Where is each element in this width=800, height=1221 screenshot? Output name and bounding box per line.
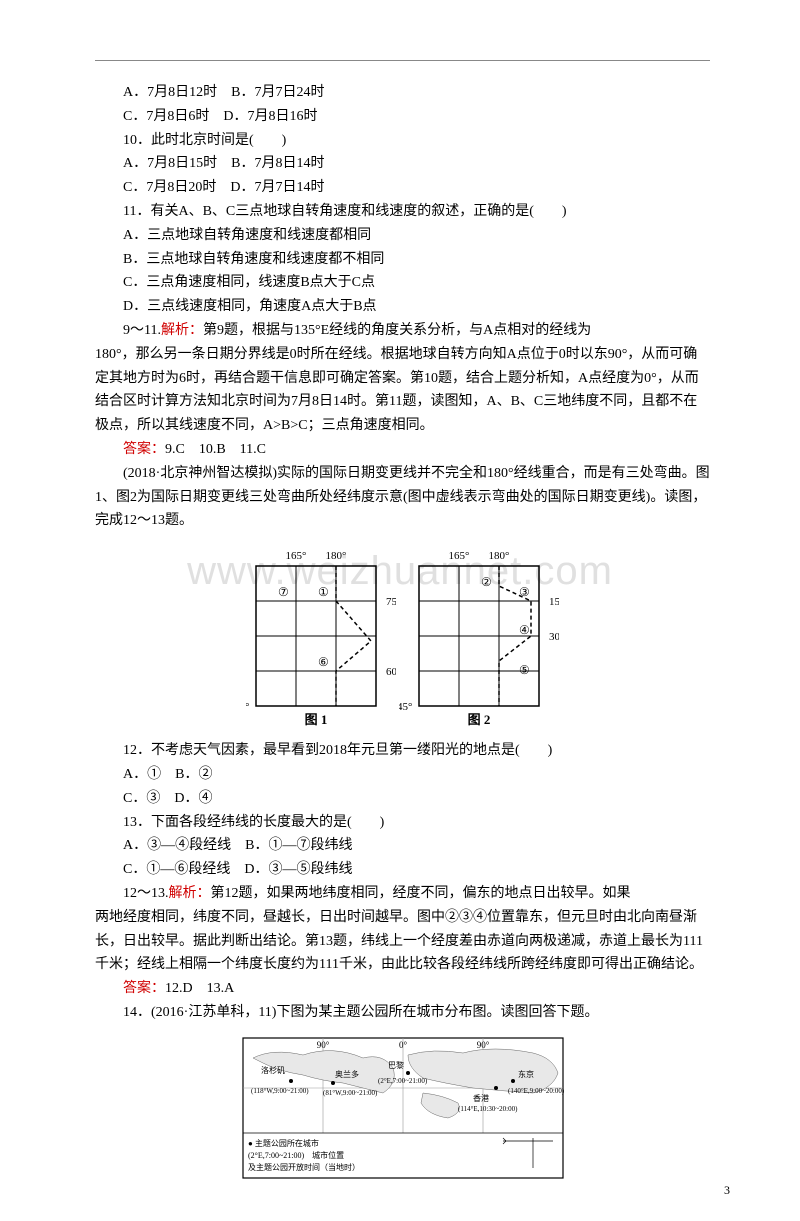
fig1-lon1: 165° xyxy=(285,550,306,562)
fig2-lat2: 30° xyxy=(549,631,559,643)
opt-11c: C．三点角速度相同，线速度B点大于C点 xyxy=(95,271,710,295)
map-city5: 东京 xyxy=(518,1069,534,1079)
analysis-text: 第9题，根据与135°E经线的角度关系分析，与A点相对的经线为 xyxy=(203,323,591,338)
map-lon-90: 90° xyxy=(476,1040,489,1050)
answer-text: 9.C 10.B 11.C xyxy=(165,442,266,457)
map-city1: 巴黎 xyxy=(388,1060,404,1070)
map-city4d: (114°E,10:30~20:00) xyxy=(458,1105,518,1113)
intro-12-13: (2018·北京神州智达模拟)实际的国际日期变更线并不完全和180°经线重合，而… xyxy=(95,462,710,533)
q14: 14．(2016·江苏单科，11)下图为某主题公园所在城市分布图。读图回答下题。 xyxy=(95,1001,710,1025)
opt-11b: B．三点地球自转角速度和线速度都不相同 xyxy=(95,248,710,272)
fig2-lat3: 45° xyxy=(399,701,412,713)
fig2-p3: ③ xyxy=(519,585,530,599)
range-label: 9～11. xyxy=(123,323,161,338)
q12: 12．不考虑天气因素，最早看到2018年元旦第一缕阳光的地点是( ) xyxy=(95,739,710,763)
answer-12-13: 答案：12.D 13.A xyxy=(95,977,710,1001)
q10: 10．此时北京时间是( ) xyxy=(95,129,710,153)
fig1-lat2: 60° xyxy=(386,666,396,678)
opt-12a: A．① B．② xyxy=(95,763,710,787)
fig2-caption: 图 2 xyxy=(468,712,491,727)
map-lon-neg90: 90° xyxy=(316,1040,329,1050)
map-legend2: (2°E,7:00~21:00) 城市位置 xyxy=(248,1150,344,1160)
map-city3d: (81°W,9:00~21:00) xyxy=(323,1089,378,1097)
opt-12c: C．③ D．④ xyxy=(95,787,710,811)
opt-10a: A．7月8日15时 B．7月8日14时 xyxy=(95,152,710,176)
opt-9a: A．7月8日12时 B．7月7日24时 xyxy=(95,81,710,105)
map-city1d: (2°E,7:00~21:00) xyxy=(378,1077,428,1085)
answer-label: 答案： xyxy=(123,442,165,457)
opt-11d: D．三点线速度相同，角速度A点大于B点 xyxy=(95,295,710,319)
analysis-12-13-start: 12～13.解析：第12题，如果两地纬度相同，经度不同，偏东的地点日出较早。如果 xyxy=(95,882,710,906)
map-city5d: (140°E,9:00~20:00) xyxy=(508,1087,565,1095)
map-legend1: ● 主题公园所在城市 xyxy=(248,1138,319,1148)
fig2-lon1: 165° xyxy=(449,550,470,562)
fig1-lat1: 75° xyxy=(386,596,396,608)
map-lon-0: 0° xyxy=(398,1040,407,1050)
analysis-9-11-start: 9～11.解析：第9题，根据与135°E经线的角度关系分析，与A点相对的经线为 xyxy=(95,319,710,343)
fig2-lat1: 15° xyxy=(549,596,559,608)
world-map: 90° 0° 90° 洛杉矶 (118°W,9:00~21:00) 奥兰多 (8… xyxy=(233,1033,573,1183)
opt-13a: A．③—④段经线 B．①—⑦段纬线 xyxy=(95,834,710,858)
fig2-p5: ⑤ xyxy=(519,663,530,677)
opt-10c: C．7月8日20时 D．7月7日14时 xyxy=(95,176,710,200)
analysis-text-2: 第12题，如果两地纬度相同，经度不同，偏东的地点日出较早。如果 xyxy=(211,886,631,901)
fig1-caption: 图 1 xyxy=(304,712,327,727)
page-number: 3 xyxy=(724,1180,730,1200)
analysis-label: 解析： xyxy=(161,323,203,338)
map-city4: 香港 xyxy=(473,1093,489,1103)
opt-9c: C．7月8日6时 D．7月8日16时 xyxy=(95,105,710,129)
fig2-lon2: 180° xyxy=(489,550,510,562)
q13: 13．下面各段经纬线的长度最大的是( ) xyxy=(95,811,710,835)
analysis-label-2: 解析： xyxy=(169,886,211,901)
fig1-p7: ⑦ xyxy=(278,585,289,599)
q11: 11．有关A、B、C三点地球自转角速度和线速度的叙述，正确的是( ) xyxy=(95,200,710,224)
figure-2: 165° 180° 15° 30° 45° ② ③ ④ ⑤ 图 2 xyxy=(399,541,559,731)
fig1-lat3: 45° xyxy=(246,701,249,713)
map-city2: 洛杉矶 xyxy=(261,1065,285,1075)
map-legend3: 及主题公园开放时间（当地时） xyxy=(248,1162,360,1172)
fig1-p1: ① xyxy=(318,585,329,599)
fig1-lon2: 180° xyxy=(325,550,346,562)
answer-9-11: 答案：9.C 10.B 11.C xyxy=(95,438,710,462)
figure-1: 165° 180° 75° 60° 45° ① ⑥ ⑦ 图 1 xyxy=(246,541,396,731)
opt-13c: C．①—⑥段经线 D．③—⑤段纬线 xyxy=(95,858,710,882)
map-city2d: (118°W,9:00~21:00) xyxy=(251,1087,309,1095)
fig2-p4: ④ xyxy=(519,623,530,637)
answer-text-2: 12.D 13.A xyxy=(165,981,234,996)
figure-row-1: 165° 180° 75° 60° 45° ① ⑥ ⑦ 图 1 xyxy=(95,541,710,731)
opt-11a: A．三点地球自转角速度和线速度都相同 xyxy=(95,224,710,248)
range-label-2: 12～13. xyxy=(123,886,169,901)
fig1-p6: ⑥ xyxy=(318,655,329,669)
map-city3: 奥兰多 xyxy=(335,1069,359,1079)
analysis-12-13-body: 两地经度相同，纬度不同，昼越长，日出时间越早。图中②③④位置靠东，但元旦时由北向… xyxy=(95,906,710,977)
fig2-p2: ② xyxy=(481,575,492,589)
figure-row-2: 90° 0° 90° 洛杉矶 (118°W,9:00~21:00) 奥兰多 (8… xyxy=(95,1033,710,1183)
analysis-9-11-body: 180°，那么另一条日期分界线是0时所在经线。根据地球自转方向知A点位于0时以东… xyxy=(95,343,710,438)
answer-label-2: 答案： xyxy=(123,981,165,996)
